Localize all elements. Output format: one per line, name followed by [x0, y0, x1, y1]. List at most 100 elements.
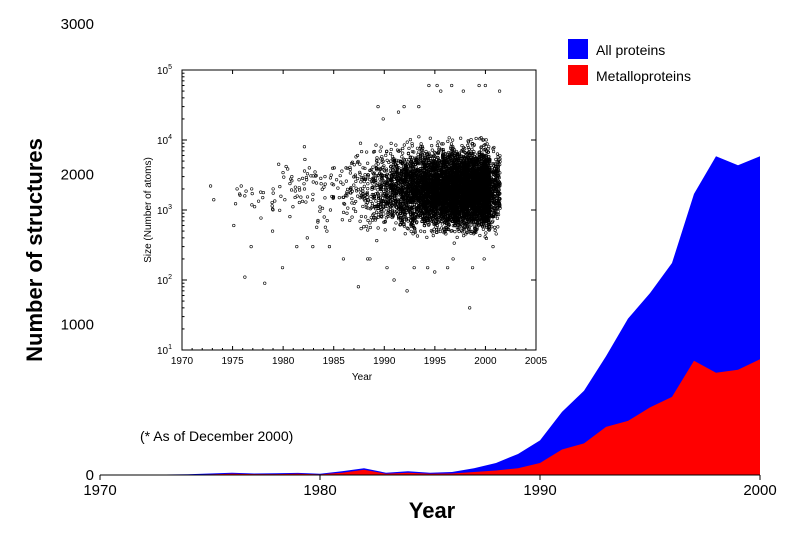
- scatter-point: [389, 147, 393, 152]
- scatter-point: [393, 162, 398, 166]
- scatter-point: [408, 206, 413, 211]
- scatter-point: [313, 170, 317, 174]
- scatter-point: [374, 180, 378, 185]
- scatter-point: [417, 135, 421, 139]
- scatter-point: [368, 221, 372, 225]
- scatter-point: [371, 176, 375, 181]
- scatter-point: [382, 199, 386, 203]
- scatter-point: [297, 186, 301, 190]
- scatter-point: [233, 202, 238, 206]
- scatter-point: [354, 199, 358, 204]
- scatter-point: [416, 207, 421, 211]
- scatter-point: [382, 212, 386, 216]
- scatter-point: [271, 207, 275, 211]
- scatter-point: [409, 169, 414, 173]
- scatter-point: [372, 171, 376, 175]
- scatter-point: [399, 192, 403, 196]
- scatter-point: [384, 150, 389, 154]
- scatter-point: [374, 216, 378, 220]
- scatter-point: [415, 188, 419, 192]
- scatter-point: [366, 182, 370, 186]
- scatter-point: [394, 210, 398, 214]
- scatter-point: [307, 166, 311, 170]
- scatter-point: [338, 174, 342, 178]
- scatter-point: [352, 163, 356, 167]
- scatter-point: [409, 160, 413, 164]
- scatter-point: [402, 205, 406, 209]
- scatter-point: [369, 167, 374, 172]
- scatter-point: [390, 211, 394, 215]
- scatter-point: [363, 166, 367, 170]
- scatter-point: [371, 185, 375, 189]
- scatter-point: [319, 176, 323, 180]
- scatter-point: [366, 187, 370, 191]
- scatter-point: [376, 174, 380, 178]
- scatter-point: [375, 158, 379, 162]
- scatter-point: [273, 199, 277, 203]
- scatter-point: [403, 176, 407, 180]
- scatter-point: [398, 159, 402, 163]
- scatter-point: [409, 229, 413, 233]
- y-tick-label: 3000: [61, 16, 94, 33]
- scatter-point: [295, 194, 299, 198]
- scatter-point: [401, 165, 406, 169]
- scatter-point: [379, 174, 383, 178]
- scatter-point: [427, 83, 431, 88]
- scatter-point: [405, 168, 409, 173]
- scatter-point: [378, 168, 382, 172]
- scatter-point: [380, 177, 384, 181]
- scatter-point: [359, 214, 364, 219]
- scatter-point: [302, 182, 306, 186]
- scatter-point: [302, 169, 307, 173]
- scatter-point: [383, 169, 387, 173]
- scatter-point: [315, 225, 319, 229]
- scatter-point: [304, 175, 308, 180]
- scatter-point: [261, 196, 265, 200]
- scatter-point: [382, 208, 386, 212]
- scatter-point: [250, 187, 254, 191]
- scatter-point: [365, 150, 369, 154]
- scatter-point: [281, 170, 285, 175]
- scatter-point: [384, 153, 388, 157]
- scatter-point: [416, 183, 420, 187]
- scatter-point: [376, 226, 380, 230]
- scatter-point: [375, 204, 379, 208]
- scatter-point: [383, 228, 387, 232]
- scatter-point: [318, 205, 322, 209]
- scatter-point: [361, 204, 365, 209]
- scatter-point: [300, 199, 305, 203]
- scatter-point: [277, 162, 281, 166]
- scatter-point: [384, 216, 388, 220]
- scatter-point: [392, 227, 396, 231]
- scatter-point: [314, 174, 318, 178]
- scatter-point: [379, 145, 383, 149]
- scatter-point: [408, 138, 412, 142]
- scatter-point: [380, 176, 384, 180]
- scatter-point: [350, 189, 354, 193]
- scatter-point: [353, 209, 358, 214]
- scatter-point: [346, 206, 350, 210]
- scatter-point: [350, 197, 354, 201]
- legend-swatch-all-proteins: [568, 39, 588, 59]
- scatter-point: [358, 170, 362, 174]
- scatter-point: [402, 223, 406, 227]
- scatter-point: [388, 207, 393, 211]
- scatter-point: [406, 196, 411, 200]
- scatter-point: [356, 285, 361, 289]
- scatter-point: [393, 203, 397, 207]
- scatter-point: [359, 180, 363, 184]
- scatter-point: [372, 149, 377, 154]
- scatter-point: [409, 175, 413, 179]
- scatter-point: [405, 207, 410, 211]
- scatter-point: [345, 187, 350, 191]
- scatter-point: [365, 201, 369, 205]
- scatter-point: [355, 189, 359, 193]
- scatter-point: [386, 211, 390, 215]
- scatter-point: [416, 198, 420, 202]
- scatter-point: [389, 141, 393, 146]
- scatter-point: [394, 221, 398, 225]
- scatter-point: [270, 229, 275, 233]
- scatter-point: [409, 161, 414, 165]
- scatter-point: [399, 194, 403, 198]
- scatter-point: [361, 191, 365, 195]
